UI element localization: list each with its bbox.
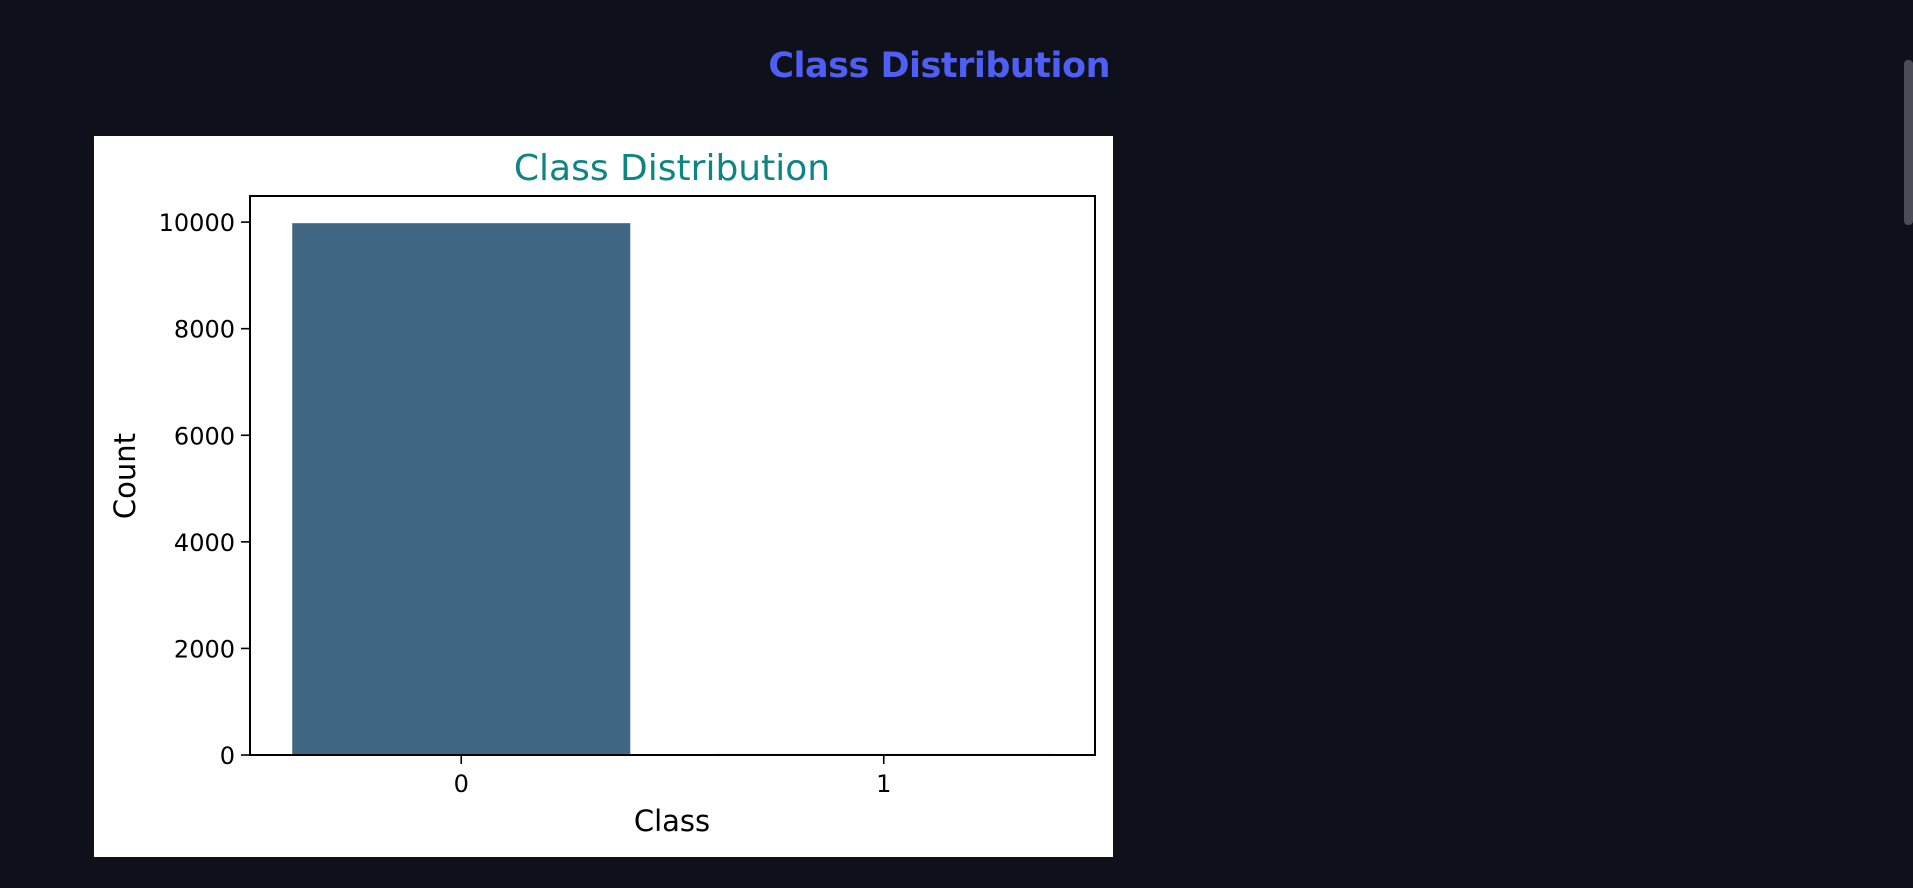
- y-axis-ticks: 0 2000 4000 6000 8000 10000: [159, 209, 250, 770]
- chart-container: Class Distribution 0 2000 4000 6000 8000 1000…: [94, 136, 1113, 857]
- bars-group: [292, 223, 1053, 755]
- y-tick-label: 2000: [174, 635, 235, 663]
- y-axis-label: Count: [108, 433, 142, 519]
- y-tick-label: 4000: [174, 529, 235, 557]
- y-tick-label: 0: [220, 742, 235, 770]
- chart-title: Class Distribution: [514, 148, 830, 189]
- section-heading: Class Distribution: [768, 46, 1110, 86]
- x-tick-label: 0: [454, 770, 469, 798]
- bar-class-0: [292, 223, 631, 755]
- x-axis-label: Class: [634, 804, 710, 838]
- plot-frame: [249, 195, 1096, 756]
- y-tick-label: 8000: [174, 316, 235, 344]
- bar-chart: Class Distribution 0 2000 4000 6000 8000 1000…: [108, 148, 1096, 838]
- scrollbar-thumb[interactable]: [1904, 60, 1913, 225]
- x-tick-label: 1: [876, 770, 891, 798]
- y-tick-label: 10000: [159, 209, 235, 237]
- y-tick-label: 6000: [174, 422, 235, 450]
